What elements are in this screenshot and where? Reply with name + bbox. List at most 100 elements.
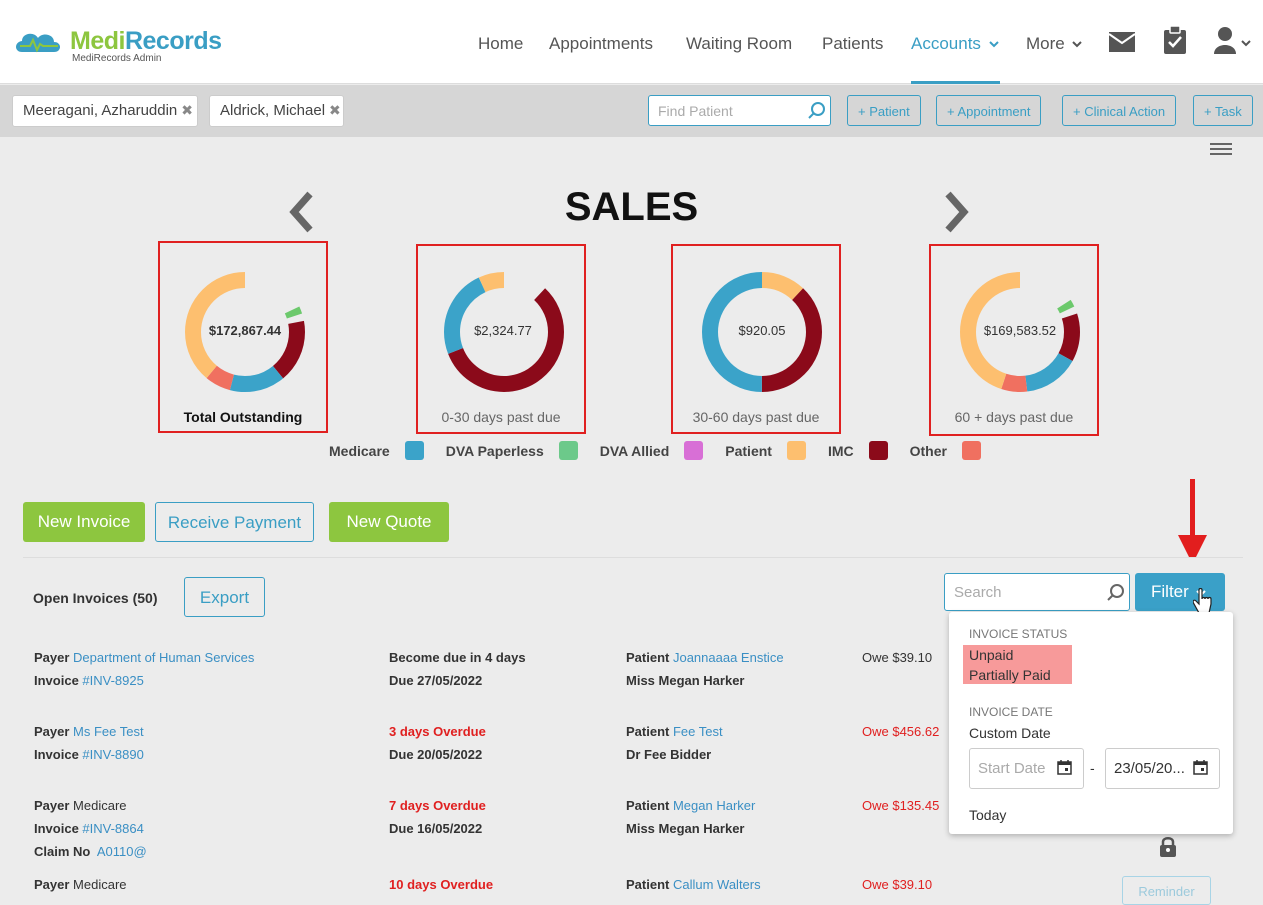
donut-segment [960,272,1080,392]
nav-waiting-room[interactable]: Waiting Room [686,34,793,53]
payer-label: Payer [34,650,70,665]
legend-swatch [786,441,806,460]
nav-more[interactable]: More [1026,34,1083,54]
user-menu[interactable] [1214,26,1251,57]
reminder-button[interactable]: Reminder [1122,876,1211,905]
claim-link[interactable]: A0110@ [96,844,147,859]
search-icon[interactable] [808,101,827,120]
top-navbar: MediRecords MediRecords Admin Home Appoi… [0,0,1263,84]
patient-label: Patient [626,724,670,739]
patient-link[interactable]: Callum Walters [672,877,761,892]
date-option-custom[interactable]: Custom Date [969,725,1051,741]
invoice-search-input[interactable]: Search [944,573,1130,611]
donut-card-0-30[interactable] [416,244,586,434]
payer-link[interactable]: Department of Human Services [73,650,255,665]
end-date-value: 23/05/20... [1114,760,1185,777]
due-status: Become due in 4 days [389,650,526,665]
new-invoice-button[interactable]: New Invoice [23,502,145,542]
chevron-down-icon [1072,41,1083,48]
payer-label: Payer [34,724,70,739]
invoice-date-header: INVOICE DATE [969,705,1053,719]
donut-segment [185,272,305,392]
invoice-link[interactable]: #INV-8890 [82,747,144,762]
donut-caption: Total Outstanding [183,409,303,425]
chevron-down-icon [988,41,999,48]
clipboard-icon[interactable] [1163,26,1187,54]
lock-icon [1160,837,1176,857]
calendar-icon[interactable] [1057,760,1072,775]
due-status: 10 days Overdue [389,877,494,892]
nav-home[interactable]: Home [478,34,524,53]
invoice-link[interactable]: #INV-8925 [82,673,144,688]
payer-name: Medicare [73,877,127,892]
owe-amount: Owe $39.10 [862,650,933,665]
nav-appointments[interactable]: Appointments [549,34,653,53]
chevron-left-icon[interactable] [286,190,316,234]
hamburger-menu-icon[interactable] [1210,143,1232,155]
patient-line: Patient Joannaaaa Enstice [626,650,784,665]
donut-amount: $2,324.77 [474,323,532,338]
donut-card-30-60[interactable] [671,244,841,434]
payer-line: Payer Medicare [34,798,127,813]
sales-title: SALES [564,185,699,229]
donut-chart-0-30 [444,272,564,392]
due-status: 7 days Overdue [389,798,486,813]
add-clinical-action-button[interactable]: + Clinical Action [1062,95,1177,126]
start-date-placeholder: Start Date [978,760,1046,777]
patient-tab-label: Meeragani, Azharuddin [23,102,178,119]
add-appointment-button[interactable]: + Appointment [936,95,1042,126]
payer-name: Medicare [73,798,127,813]
find-patient-input[interactable]: Find Patient [648,95,831,126]
legend-label: Medicare [329,442,390,459]
donut-chart-60plus [960,272,1080,392]
legend-swatch [404,441,424,460]
close-icon[interactable]: ✖ [181,102,194,118]
calendar-icon[interactable] [1193,760,1208,775]
legend-swatch [868,441,888,460]
donut-segment [702,272,822,392]
doctor-name: Dr Fee Bidder [626,747,712,762]
owe-amount: Owe $39.10 [862,877,933,892]
payer-link[interactable]: Ms Fee Test [73,724,144,739]
due-date: Due 16/05/2022 [389,821,483,836]
status-option-unpaid[interactable]: Unpaid [969,647,1014,663]
patient-tab[interactable]: Aldrick, Michael ✖ [209,95,344,127]
legend-label: DVA Paperless [445,442,544,459]
patient-label: Patient [626,877,670,892]
medirecords-logo[interactable]: MediRecords MediRecords Admin [12,28,222,64]
invoice-link[interactable]: #INV-8864 [82,821,144,836]
patient-link[interactable]: Joannaaaa Enstice [672,650,784,665]
patient-tab[interactable]: Meeragani, Azharuddin ✖ [12,95,198,127]
patient-tab-label: Aldrick, Michael [220,102,326,119]
payer-label: Payer [34,877,70,892]
donut-amount: $920.05 [738,323,786,338]
claim-line: Claim No A0110@ [34,844,147,859]
donut-card-total[interactable] [158,241,328,433]
chart-legend: Medicare DVA Paperless DVA Allied Patien… [329,441,981,460]
legend-swatch [961,441,981,460]
close-icon[interactable]: ✖ [329,102,341,118]
legend-label: Other [909,442,947,459]
legend-label: IMC [827,442,854,459]
start-date-input[interactable]: Start Date [969,748,1084,789]
export-button[interactable]: Export [184,577,265,617]
end-date-input[interactable]: 23/05/20... [1105,748,1220,789]
add-task-button[interactable]: + Task [1193,95,1253,126]
status-option-partially-paid[interactable]: Partially Paid [969,667,1051,683]
donut-card-60plus[interactable] [929,244,1099,436]
receive-payment-button[interactable]: Receive Payment [155,502,314,542]
patient-line: Patient Fee Test [626,724,723,739]
mail-icon[interactable] [1109,32,1135,52]
donut-amount: $169,583.52 [983,323,1057,338]
patient-link[interactable]: Fee Test [672,724,723,739]
add-patient-button[interactable]: + Patient [847,95,921,126]
search-icon[interactable] [1107,583,1126,602]
nav-patients[interactable]: Patients [822,34,884,53]
nav-accounts[interactable]: Accounts [911,34,1000,84]
date-option-today[interactable]: Today [969,807,1007,823]
chevron-right-icon[interactable] [942,190,972,234]
legend-swatch [558,441,578,460]
new-quote-button[interactable]: New Quote [329,502,449,542]
patient-link[interactable]: Megan Harker [672,798,756,813]
patient-line: Patient Megan Harker [626,798,755,813]
